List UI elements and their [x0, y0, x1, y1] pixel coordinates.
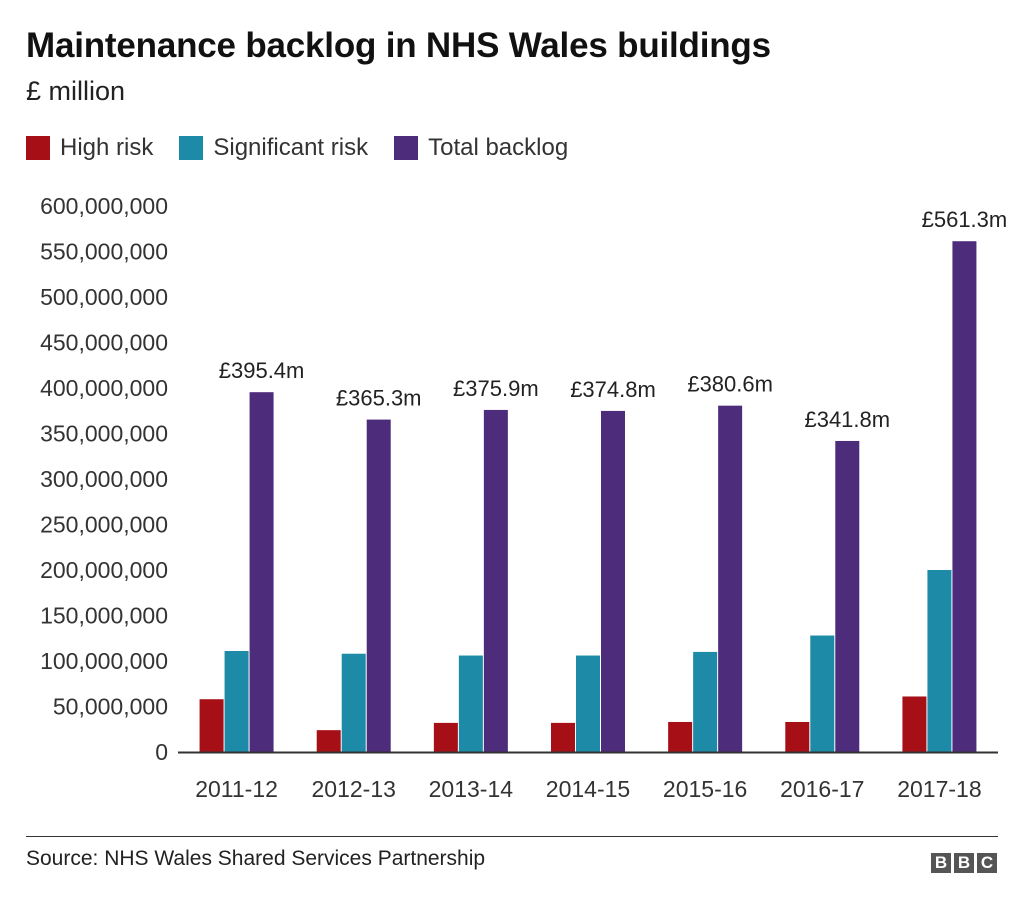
- y-tick-label: 150,000,000: [40, 603, 168, 629]
- bar-high-risk: [199, 699, 224, 752]
- bbc-logo-letter: B: [954, 853, 974, 873]
- bar-significant-risk: [810, 635, 835, 752]
- bar-significant-risk: [458, 655, 483, 752]
- bar-significant-risk: [693, 651, 718, 752]
- bar-total-backlog: [835, 440, 860, 752]
- data-label: £375.9m: [453, 376, 539, 401]
- bar-total-backlog: [366, 419, 391, 752]
- y-tick-label: 550,000,000: [40, 239, 168, 265]
- bbc-logo-letter: B: [931, 853, 951, 873]
- bbc-logo: B B C: [928, 853, 997, 873]
- footer-divider: [26, 836, 998, 837]
- bar-high-risk: [551, 722, 575, 752]
- x-tick-label: 2017-18: [897, 776, 981, 802]
- y-tick-label: 250,000,000: [40, 512, 168, 538]
- legend-label-total-backlog: Total backlog: [428, 134, 569, 161]
- legend-item-significant-risk: Significant risk: [179, 134, 368, 162]
- y-tick-label: 600,000,000: [40, 193, 168, 219]
- bar-significant-risk: [341, 653, 366, 752]
- chart-subtitle: £ million: [26, 76, 126, 106]
- bar-high-risk: [668, 721, 693, 752]
- data-label: £380.6m: [687, 372, 773, 397]
- data-label: £561.3m: [922, 207, 1008, 232]
- bar-high-risk: [902, 696, 927, 752]
- bar-significant-risk: [576, 655, 600, 752]
- legend-swatch-total-backlog: [394, 136, 419, 160]
- y-tick-label: 300,000,000: [40, 466, 168, 492]
- x-tick-label: 2013-14: [429, 776, 514, 802]
- bbc-logo-letter: C: [977, 853, 997, 873]
- y-tick-label: 350,000,000: [40, 421, 168, 447]
- legend: High risk Significant risk Total backlog: [26, 134, 594, 162]
- y-tick-label: 100,000,000: [40, 648, 168, 674]
- x-tick-label: 2012-13: [312, 776, 396, 802]
- y-tick-label: 500,000,000: [40, 284, 168, 310]
- bar-high-risk: [316, 730, 341, 752]
- x-tick-label: 2015-16: [663, 776, 747, 802]
- y-tick-label: 0: [155, 739, 168, 765]
- legend-label-significant-risk: Significant risk: [213, 134, 369, 161]
- data-label: £395.4m: [219, 358, 305, 383]
- legend-swatch-high-risk: [26, 136, 50, 160]
- bar-total-backlog: [718, 405, 743, 752]
- data-label: £374.8m: [570, 377, 656, 402]
- bar-chart: 600,000,000 550,000,000 500,000,000 450,000…: [40, 193, 1008, 802]
- legend-item-total-backlog: Total backlog: [394, 134, 568, 162]
- bar-high-risk: [785, 721, 810, 752]
- x-tick-label: 2014-15: [546, 776, 630, 802]
- bar-high-risk: [433, 722, 458, 752]
- chart-title: Maintenance backlog in NHS Wales buildin…: [26, 26, 771, 65]
- y-tick-label: 400,000,000: [40, 375, 168, 401]
- y-tick-label: 200,000,000: [40, 557, 168, 583]
- x-tick-label: 2011-12: [195, 776, 278, 802]
- legend-swatch-significant-risk: [179, 136, 204, 160]
- data-label: £341.8m: [804, 407, 890, 432]
- legend-item-high-risk: High risk: [26, 134, 153, 162]
- y-tick-label: 50,000,000: [53, 694, 168, 720]
- bar-total-backlog: [483, 409, 508, 752]
- source-note: Source: NHS Wales Shared Services Partne…: [26, 847, 486, 870]
- data-label: £365.3m: [336, 386, 422, 411]
- y-tick-label: 450,000,000: [40, 330, 168, 356]
- bar-significant-risk: [927, 570, 952, 752]
- x-tick-label: 2016-17: [780, 776, 864, 802]
- legend-label-high-risk: High risk: [60, 134, 154, 161]
- bar-significant-risk: [224, 650, 249, 752]
- bar-total-backlog: [952, 241, 977, 753]
- bar-total-backlog: [601, 410, 625, 752]
- bar-total-backlog: [249, 392, 274, 752]
